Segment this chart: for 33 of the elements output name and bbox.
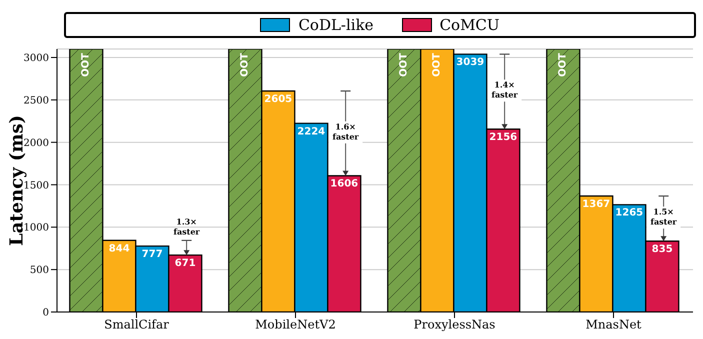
- x-tick-label: MobileNetV2: [255, 318, 336, 332]
- y-tick-label: 1500: [24, 180, 49, 192]
- y-tick-label: 3000: [24, 53, 49, 64]
- legend-label: CoMCU: [440, 16, 500, 34]
- x-tick-label: MnasNet: [586, 318, 642, 332]
- data-label: 3039: [456, 57, 484, 68]
- y-tick-label: 2500: [24, 95, 49, 106]
- data-label: 1606: [330, 178, 358, 190]
- data-label: OOT: [240, 52, 251, 77]
- data-label: 844: [108, 243, 130, 254]
- data-label: 835: [652, 244, 673, 256]
- data-label: 777: [142, 249, 163, 260]
- x-tick-label: ProxylessNas: [414, 318, 496, 332]
- data-label: OOT: [80, 52, 92, 77]
- data-label: 1265: [615, 208, 644, 219]
- data-label: 2605: [264, 94, 292, 105]
- annotation: 1.5× faster: [650, 206, 678, 227]
- annotation: 1.4× faster: [492, 80, 518, 100]
- data-label: OOT: [558, 52, 569, 77]
- data-label: 671: [174, 258, 196, 270]
- annotation: 1.3× faster: [174, 216, 200, 236]
- y-tick-label: 2000: [24, 138, 49, 149]
- y-tick-label: 1000: [24, 222, 49, 234]
- data-label: OOT: [398, 52, 410, 77]
- data-label: OOT: [432, 52, 443, 77]
- annotation: 1.6× faster: [332, 121, 360, 142]
- data-label: 2156: [489, 132, 518, 144]
- y-tick-label: 500: [30, 265, 49, 276]
- data-label: 1367: [582, 199, 610, 210]
- legend-label: CoDL-like: [298, 16, 374, 34]
- y-tick-label: 0: [42, 308, 49, 319]
- data-label: 2224: [297, 126, 326, 138]
- x-tick-label: SmallCifar: [104, 318, 170, 332]
